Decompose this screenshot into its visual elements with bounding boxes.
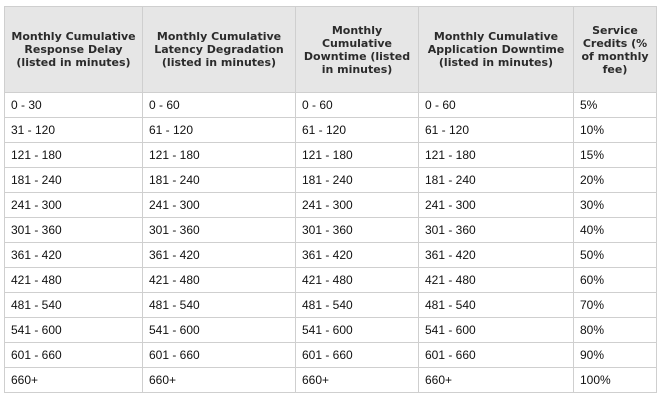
cell-downtime: 301 - 360 — [295, 217, 419, 243]
cell-application-downtime: 0 - 60 — [418, 92, 574, 118]
cell-application-downtime: 541 - 600 — [418, 317, 574, 343]
cell-response-delay: 301 - 360 — [4, 217, 143, 243]
cell-service-credits: 60% — [573, 267, 657, 293]
cell-downtime: 0 - 60 — [295, 92, 419, 118]
cell-application-downtime: 660+ — [418, 367, 574, 393]
cell-service-credits: 80% — [573, 317, 657, 343]
cell-latency-degradation: 301 - 360 — [142, 217, 296, 243]
cell-response-delay: 660+ — [4, 367, 143, 393]
cell-latency-degradation: 660+ — [142, 367, 296, 393]
cell-response-delay: 31 - 120 — [4, 117, 143, 143]
cell-service-credits: 15% — [573, 142, 657, 168]
cell-application-downtime: 121 - 180 — [418, 142, 574, 168]
table-row: 121 - 180 121 - 180 121 - 180 121 - 180 15% — [4, 142, 657, 168]
cell-response-delay: 121 - 180 — [4, 142, 143, 168]
table-row: 660+ 660+ 660+ 660+ 100% — [4, 367, 657, 393]
header-downtime: Monthly Cumulative Downtime (listed in m… — [295, 6, 419, 93]
cell-response-delay: 421 - 480 — [4, 267, 143, 293]
cell-response-delay: 481 - 540 — [4, 292, 143, 318]
cell-downtime: 541 - 600 — [295, 317, 419, 343]
cell-latency-degradation: 421 - 480 — [142, 267, 296, 293]
cell-service-credits: 40% — [573, 217, 657, 243]
cell-downtime: 601 - 660 — [295, 342, 419, 368]
cell-service-credits: 50% — [573, 242, 657, 268]
cell-downtime: 61 - 120 — [295, 117, 419, 143]
cell-downtime: 481 - 540 — [295, 292, 419, 318]
cell-service-credits: 90% — [573, 342, 657, 368]
cell-application-downtime: 301 - 360 — [418, 217, 574, 243]
cell-latency-degradation: 61 - 120 — [142, 117, 296, 143]
cell-response-delay: 0 - 30 — [4, 92, 143, 118]
cell-response-delay: 541 - 600 — [4, 317, 143, 343]
cell-response-delay: 181 - 240 — [4, 167, 143, 193]
cell-service-credits: 30% — [573, 192, 657, 218]
header-row: Monthly Cumulative Response Delay (liste… — [4, 6, 657, 93]
cropped-text-strip — [0, 0, 661, 6]
service-credits-table: Monthly Cumulative Response Delay (liste… — [4, 6, 657, 393]
cell-service-credits: 100% — [573, 367, 657, 393]
cell-application-downtime: 481 - 540 — [418, 292, 574, 318]
table-row: 361 - 420 361 - 420 361 - 420 361 - 420 50% — [4, 242, 657, 268]
table-row: 181 - 240 181 - 240 181 - 240 181 - 240 20% — [4, 167, 657, 193]
table-row: 0 - 30 0 - 60 0 - 60 0 - 60 5% — [4, 92, 657, 118]
table-row: 31 - 120 61 - 120 61 - 120 61 - 120 10% — [4, 117, 657, 143]
cell-application-downtime: 181 - 240 — [418, 167, 574, 193]
cell-application-downtime: 421 - 480 — [418, 267, 574, 293]
cell-latency-degradation: 481 - 540 — [142, 292, 296, 318]
cell-latency-degradation: 0 - 60 — [142, 92, 296, 118]
header-service-credits: Service Credits (% of monthly fee) — [573, 6, 657, 93]
table-row: 421 - 480 421 - 480 421 - 480 421 - 480 60% — [4, 267, 657, 293]
cell-service-credits: 5% — [573, 92, 657, 118]
cell-downtime: 421 - 480 — [295, 267, 419, 293]
cell-application-downtime: 241 - 300 — [418, 192, 574, 218]
cell-latency-degradation: 121 - 180 — [142, 142, 296, 168]
table-row: 301 - 360 301 - 360 301 - 360 301 - 360 40% — [4, 217, 657, 243]
cell-application-downtime: 601 - 660 — [418, 342, 574, 368]
cell-response-delay: 241 - 300 — [4, 192, 143, 218]
cell-latency-degradation: 241 - 300 — [142, 192, 296, 218]
cell-downtime: 121 - 180 — [295, 142, 419, 168]
cell-downtime: 241 - 300 — [295, 192, 419, 218]
header-response-delay: Monthly Cumulative Response Delay (liste… — [4, 6, 143, 93]
cell-latency-degradation: 361 - 420 — [142, 242, 296, 268]
cell-latency-degradation: 181 - 240 — [142, 167, 296, 193]
cell-latency-degradation: 541 - 600 — [142, 317, 296, 343]
cell-latency-degradation: 601 - 660 — [142, 342, 296, 368]
cell-response-delay: 361 - 420 — [4, 242, 143, 268]
table-header: Monthly Cumulative Response Delay (liste… — [4, 6, 657, 93]
header-application-downtime: Monthly Cumulative Application Downtime … — [418, 6, 574, 93]
cell-downtime: 361 - 420 — [295, 242, 419, 268]
cell-downtime: 181 - 240 — [295, 167, 419, 193]
table-row: 541 - 600 541 - 600 541 - 600 541 - 600 80% — [4, 317, 657, 343]
header-latency-degradation: Monthly Cumulative Latency Degradation (… — [142, 6, 296, 93]
cell-application-downtime: 61 - 120 — [418, 117, 574, 143]
cell-application-downtime: 361 - 420 — [418, 242, 574, 268]
table-row: 601 - 660 601 - 660 601 - 660 601 - 660 90% — [4, 342, 657, 368]
cell-service-credits: 20% — [573, 167, 657, 193]
cell-service-credits: 70% — [573, 292, 657, 318]
cell-service-credits: 10% — [573, 117, 657, 143]
cell-downtime: 660+ — [295, 367, 419, 393]
table-row: 241 - 300 241 - 300 241 - 300 241 - 300 30% — [4, 192, 657, 218]
cell-response-delay: 601 - 660 — [4, 342, 143, 368]
table-row: 481 - 540 481 - 540 481 - 540 481 - 540 70% — [4, 292, 657, 318]
table-body: 0 - 30 0 - 60 0 - 60 0 - 60 5% 31 - 120 61 - 1… — [4, 92, 657, 393]
